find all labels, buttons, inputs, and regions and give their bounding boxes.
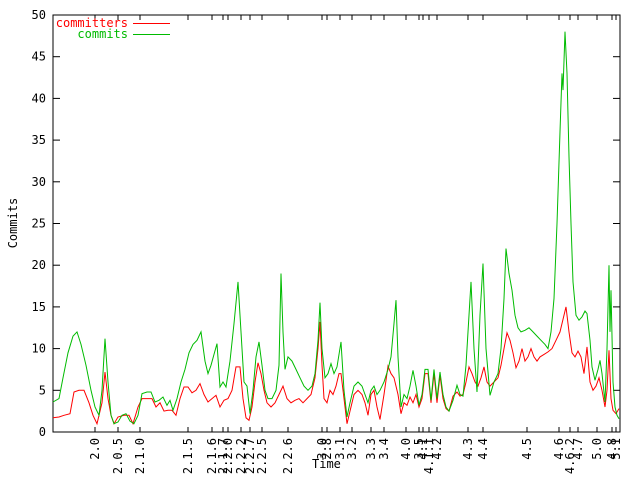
commits-line [52,31,620,425]
committers-line [52,306,620,426]
x-tick-label: 4.1 [416,438,430,460]
x-tick-label: 5.0 [590,438,604,460]
y-tick-label: 10 [32,342,46,356]
y-tick-label: 25 [32,217,46,231]
x-tick-label: 3.0 [315,438,329,460]
y-tick-label: 45 [32,50,46,64]
x-axis-title: Time [312,457,341,471]
y-tick-label: 35 [32,133,46,147]
legend-commits-line-sample [133,34,170,35]
legend-committers-line-sample [133,23,170,24]
x-tick-label: 5.1 [609,438,623,460]
x-tick-label: 4.4 [476,438,490,460]
x-tick-label: 3.1 [333,438,347,460]
x-tick-label: 4.2 [430,438,444,460]
x-tick-label: 2.1.7 [216,438,230,474]
x-tick-label: 4.6.2 [563,438,577,474]
legend-commits-label: commits [77,27,128,41]
x-tick-label: 2.0 [88,438,102,460]
x-tick-label: 4.3 [461,438,475,460]
x-tick-label: 4.5 [520,438,534,460]
x-tick-label: 2.1.6 [205,438,219,474]
x-tick-label: 3.2 [345,438,359,460]
y-tick-label: 20 [32,258,46,272]
y-tick-label: 5 [39,383,46,397]
y-tick-label: 50 [32,8,46,22]
y-tick-label: 40 [32,91,46,105]
x-tick-label: 3.4 [377,438,391,460]
y-tick-label: 0 [39,425,46,439]
x-tick-label: 4.1.1 [422,438,436,474]
x-tick-label: 2.1.5 [181,438,195,474]
x-tick-label: 2.2.5 [255,438,269,474]
x-tick-label: 3.3 [364,438,378,460]
y-tick-label: 15 [32,300,46,314]
x-tick-label: 4.0 [399,438,413,460]
x-tick-label: 2.2.7 [243,438,257,474]
x-tick-label: 2.8 [320,438,334,460]
x-tick-label: 4.7 [571,438,585,460]
y-tick-label: 30 [32,175,46,189]
x-tick-label: 2.2.2 [234,438,248,474]
x-tick-label: 2.0.5 [111,438,125,474]
x-tick-label: 2.2.6 [281,438,295,474]
plot-border [52,14,621,433]
x-tick-label: 4.8 [605,438,619,460]
x-tick-label: 2.1.0 [133,438,147,474]
y-axis-title: Commits [6,197,20,249]
x-tick-label: 2.2.0 [221,438,235,474]
x-tick-label: 4.6 [552,438,566,460]
x-tick-label: 3.5 [412,438,426,460]
legend-committers-label: committers [55,16,128,30]
